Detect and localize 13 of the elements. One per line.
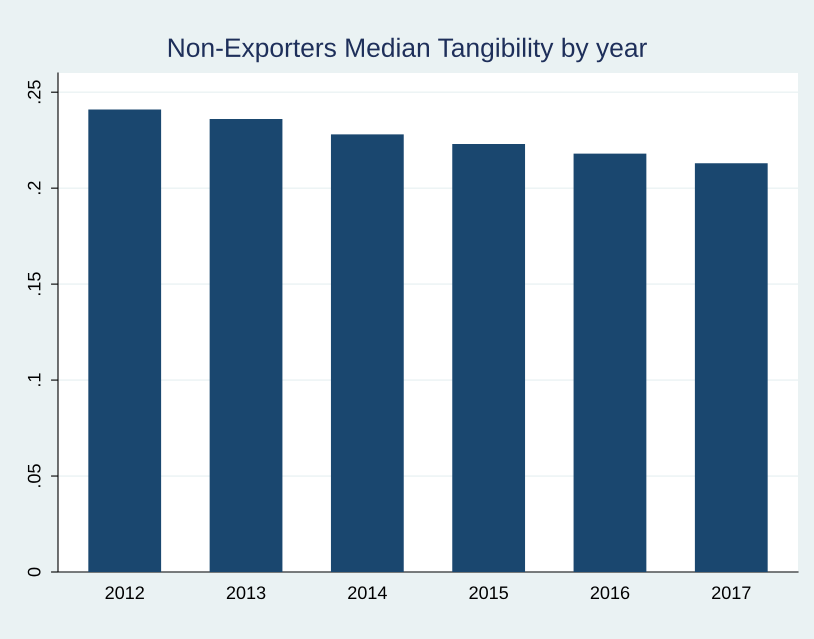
x-tick-label: 2016	[590, 586, 630, 600]
chart-title: Non-Exporters Median Tangibility by year	[168, 38, 647, 62]
x-tick-label: 2014	[348, 586, 387, 600]
y-tick-label: .1	[28, 373, 40, 386]
y-tick-label: .2	[28, 182, 40, 194]
x-tick-label: 2013	[226, 586, 266, 600]
x-tick-label: 2017	[712, 586, 750, 600]
y-tick-label: .25	[28, 80, 41, 104]
y-tick-label: 0	[28, 568, 41, 576]
y-tick-label: .15	[28, 272, 41, 296]
y-tick-label: .05	[28, 464, 41, 487]
x-tick-label: 2015	[469, 586, 508, 600]
x-tick-label: 2012	[106, 586, 144, 600]
